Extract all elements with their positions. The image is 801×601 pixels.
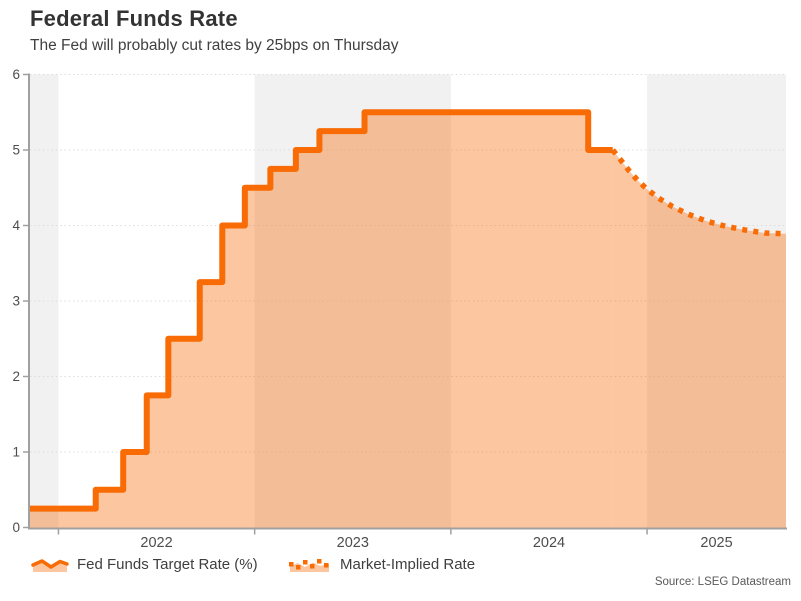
x-tick-label: 2025: [700, 535, 732, 551]
y-tick-label: 2: [12, 369, 20, 384]
y-tick-label: 5: [12, 143, 20, 158]
legend-label: Fed Funds Target Rate (%): [77, 555, 258, 573]
y-tick-label: 3: [12, 294, 20, 309]
x-tick-label: 2024: [533, 535, 565, 551]
dotted-line-swatch-icon: [289, 558, 329, 572]
chart-gridlines: [30, 74, 786, 453]
page-title: Federal Funds Rate: [30, 6, 238, 31]
chart-axes: [23, 73, 787, 535]
x-tick-label: 2022: [140, 535, 172, 551]
fed-funds-line: [30, 109, 613, 512]
y-tick-label: 1: [12, 445, 20, 460]
chart-series: [30, 109, 787, 528]
year-band: [647, 74, 786, 528]
x-tick-label: 2023: [337, 535, 369, 551]
fed-funds-fill: [30, 112, 613, 528]
y-tick-label: 6: [12, 67, 20, 82]
y-tick-label: 0: [12, 520, 20, 535]
chart-legend: Fed Funds Target Rate (%) Market-Implied…: [0, 553, 801, 577]
source-attribution: Source: LSEG Datastream: [654, 576, 791, 588]
market-implied-line: [610, 148, 787, 237]
legend-item-market-implied: Market-Implied Rate: [288, 553, 475, 575]
market-implied-fill: [612, 150, 786, 528]
solid-line-swatch-icon: [31, 558, 69, 572]
chart-tick-labels: 0 1 2 3 4 5 6 2022 2023 2024 2025: [12, 67, 732, 551]
legend-item-fed-funds: Fed Funds Target Rate (%): [31, 553, 258, 575]
legend-label: Market-Implied Rate: [340, 555, 476, 573]
page-subtitle: The Fed will probably cut rates by 25bps…: [30, 37, 399, 54]
y-tick-label: 4: [12, 218, 20, 233]
